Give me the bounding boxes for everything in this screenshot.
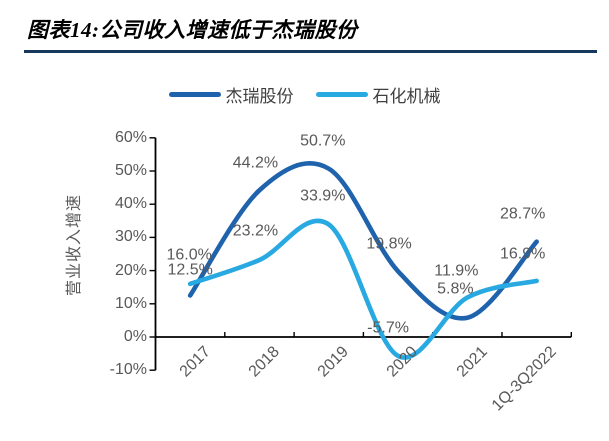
data-label-石化机械: 33.9% (300, 187, 346, 205)
legend-label: 杰瑞股份 (225, 86, 294, 106)
series-line-石化机械 (187, 218, 539, 360)
data-label-石化机械: 23.2% (232, 222, 279, 240)
legend: 杰瑞股份 石化机械 (0, 82, 609, 107)
y-tick-label: 60% (114, 128, 147, 146)
y-tick-label: 20% (114, 261, 147, 279)
y-tick-label: 30% (114, 228, 147, 246)
legend-item: 石化机械 (315, 82, 441, 107)
data-label-杰瑞股份: 5.8% (437, 280, 474, 298)
data-label-石化机械: -5.7% (367, 319, 409, 337)
y-tick-label: 10% (114, 294, 147, 312)
y-tick-label: 50% (114, 162, 147, 179)
data-label-石化机械: 16.9% (499, 245, 546, 263)
data-label-石化机械: 16.0% (166, 246, 212, 264)
figure-title: 图表14:公司收入增速低于杰瑞股份 (27, 18, 358, 42)
series-line-杰瑞股份 (187, 161, 539, 321)
legend-label: 石化机械 (372, 86, 441, 106)
data-label-杰瑞股份: 28.7% (499, 205, 546, 223)
legend-line-swatch (168, 91, 221, 97)
data-label-杰瑞股份: 12.5% (167, 261, 213, 278)
data-label-石化机械: 11.9% (434, 262, 479, 280)
data-label-杰瑞股份: 50.7% (300, 132, 346, 150)
y-tick-label: 0% (123, 328, 147, 345)
title-underline (24, 50, 597, 53)
y-tick-label: 40% (114, 195, 147, 213)
legend-item: 杰瑞股份 (168, 82, 294, 107)
data-label-杰瑞股份: 19.8% (366, 235, 412, 253)
data-label-杰瑞股份: 44.2% (232, 154, 279, 172)
legend-line-swatch (315, 91, 368, 97)
y-tick-label: -10% (109, 361, 147, 379)
